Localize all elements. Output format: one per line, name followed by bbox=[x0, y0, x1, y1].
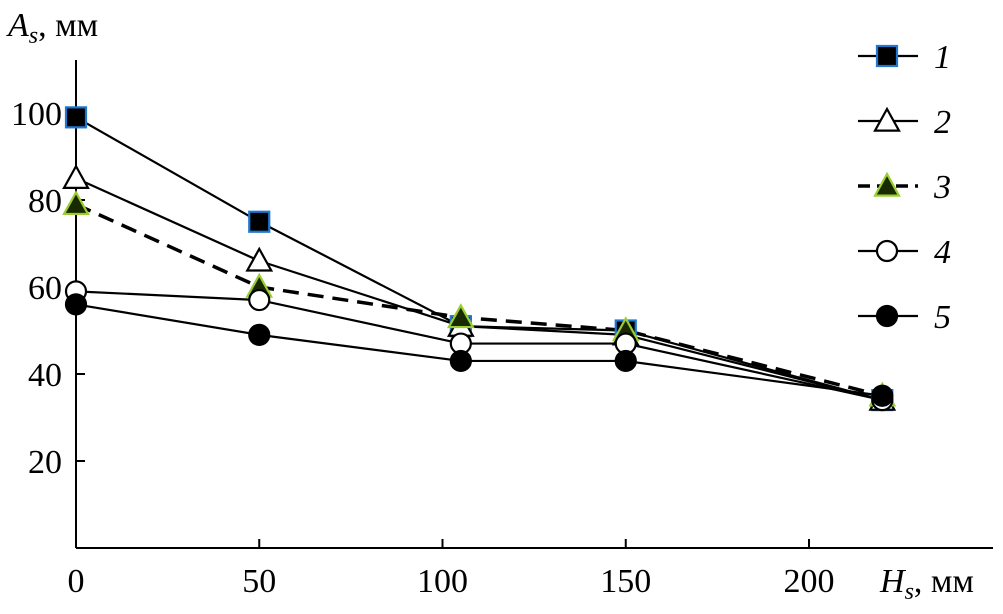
series-3-point bbox=[446, 303, 475, 329]
series-2-point bbox=[245, 246, 274, 272]
y-axis-title-unit: , мм bbox=[38, 7, 98, 44]
ticks: 0 50 100 150 200 20 40 60 80 100 bbox=[11, 96, 835, 600]
legend-label-4: 4 bbox=[934, 234, 951, 271]
series-4-line bbox=[75, 290, 883, 402]
svg-text:As, мм: As, мм bbox=[6, 7, 98, 49]
legend-label-5: 5 bbox=[934, 299, 951, 336]
y-tick-label: 40 bbox=[28, 357, 62, 394]
x-tick-label: 50 bbox=[242, 563, 276, 600]
x-axis-title-main: H bbox=[879, 563, 907, 600]
x-tick-label: 200 bbox=[784, 563, 835, 600]
legend-label-1: 1 bbox=[934, 39, 951, 76]
y-tick-label: 20 bbox=[28, 444, 62, 481]
y-tick-label: 80 bbox=[28, 183, 62, 220]
series-lines bbox=[75, 116, 883, 402]
axes bbox=[75, 60, 993, 549]
series-3-point bbox=[62, 190, 90, 216]
legend-marker-3 bbox=[873, 171, 901, 197]
y-axis-title: As, мм bbox=[6, 7, 98, 49]
series-markers bbox=[62, 106, 897, 412]
series-5-point bbox=[449, 349, 472, 373]
x-axis-title-unit: , мм bbox=[914, 563, 974, 600]
y-tick-label: 60 bbox=[28, 270, 62, 307]
y-axis-title-main: A bbox=[6, 7, 29, 44]
legend-label-2: 2 bbox=[934, 104, 951, 141]
series-5-point bbox=[64, 293, 88, 316]
legend-marker-4 bbox=[875, 239, 899, 263]
series-5-point bbox=[248, 323, 271, 346]
series-4-point bbox=[248, 288, 271, 312]
x-axis-title-sub: s bbox=[905, 579, 914, 605]
series-1-point bbox=[248, 210, 271, 233]
legend: 1 2 3 4 5 bbox=[858, 39, 951, 336]
x-tick-label: 150 bbox=[600, 563, 651, 600]
legend-marker-5 bbox=[875, 304, 899, 328]
legend-marker-1 bbox=[875, 44, 899, 68]
legend-marker-2 bbox=[873, 106, 901, 132]
series-5-line bbox=[75, 303, 883, 397]
y-tick-label: 100 bbox=[11, 96, 62, 133]
legend-label-3: 3 bbox=[933, 169, 951, 206]
y-axis-title-sub: s bbox=[29, 23, 38, 49]
x-axis-title: Hs, мм bbox=[879, 563, 974, 605]
series-1-point bbox=[64, 106, 88, 129]
series-2-point bbox=[62, 163, 90, 189]
series-5-point bbox=[614, 349, 637, 373]
svg-text:Hs, мм: Hs, мм bbox=[879, 563, 974, 605]
series-5-point bbox=[871, 384, 894, 407]
x-tick-label: 100 bbox=[417, 563, 468, 600]
x-tick-label: 0 bbox=[68, 563, 85, 600]
